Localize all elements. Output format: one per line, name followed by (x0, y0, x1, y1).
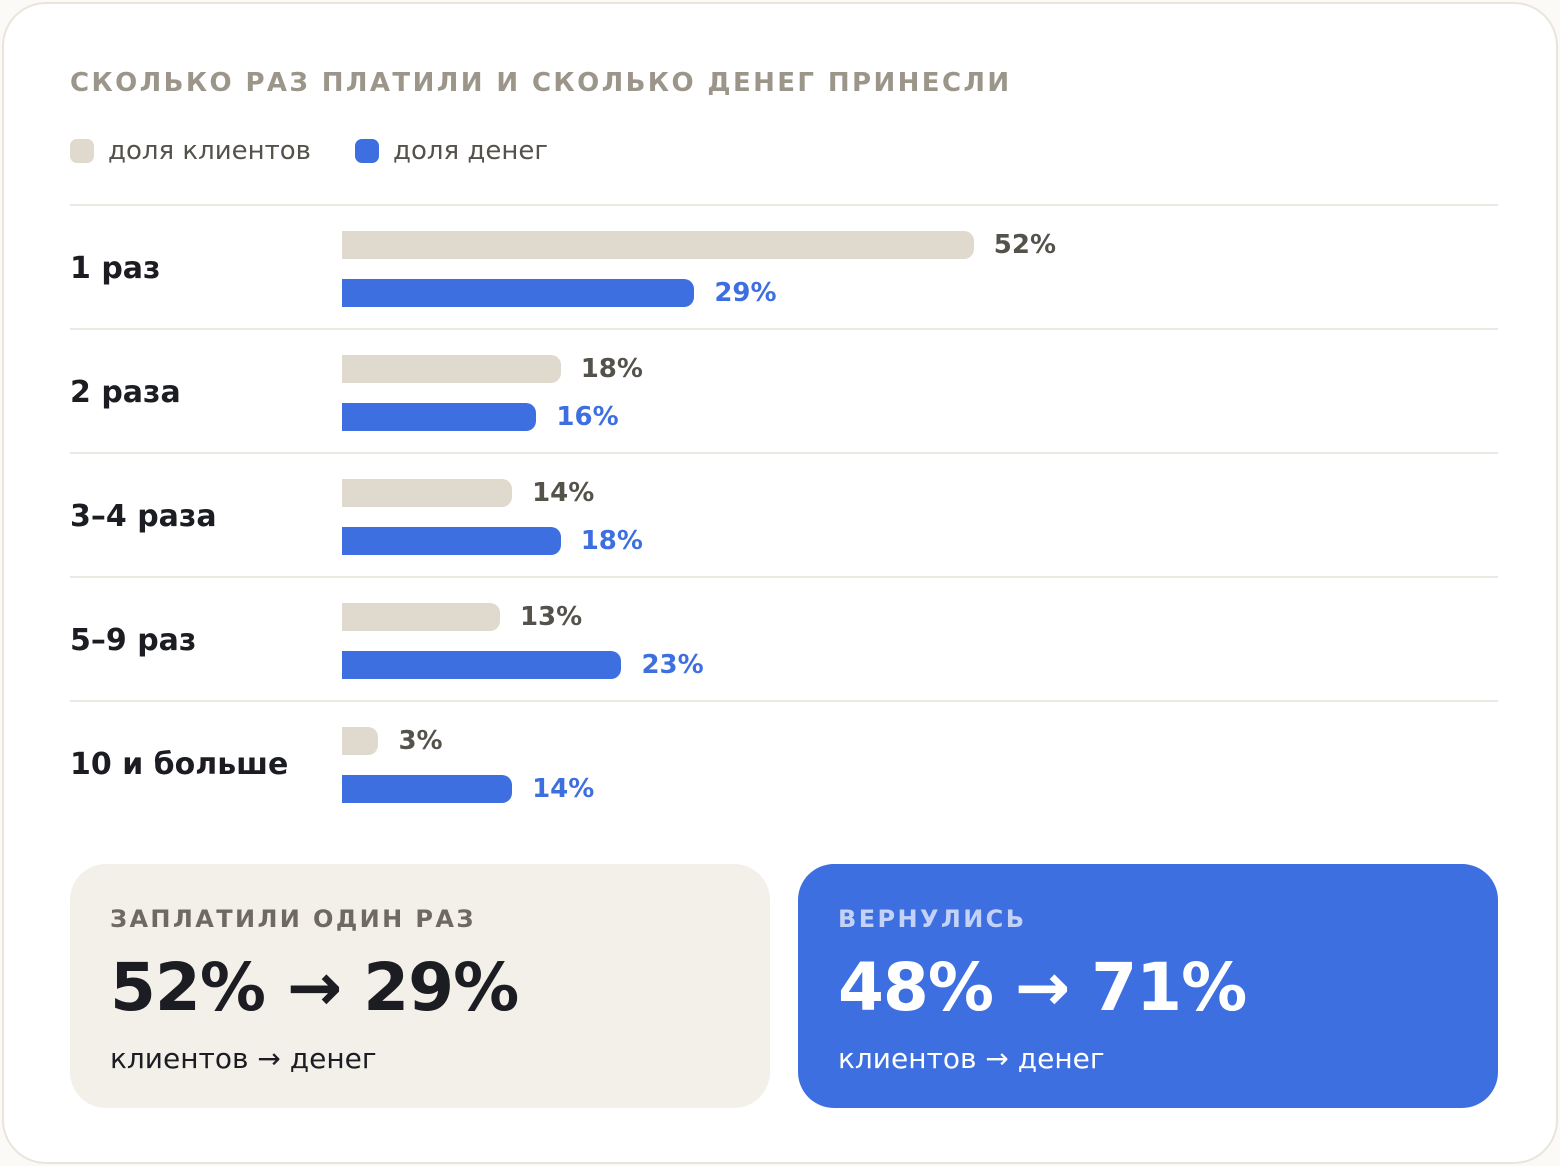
bar-row: 1 раз 52% 29% (70, 204, 1498, 328)
data-label-money: 18% (580, 526, 643, 556)
data-label-clients: 14% (532, 478, 595, 508)
category-label: 2 раза (70, 374, 181, 410)
bar-clients (342, 355, 561, 383)
bar-money (342, 775, 513, 803)
bar-money (342, 403, 537, 431)
summary-returned: ВЕРНУЛИСЬ 48% → 71% клиентов → денег (798, 864, 1498, 1108)
category-label: 10 и больше (70, 746, 289, 782)
legend: доля клиентов доля денег (70, 134, 592, 168)
legend-label-clients: доля клиентов (108, 136, 311, 166)
category-label: 5–9 раз (70, 622, 197, 658)
bar-money (342, 651, 622, 679)
legend-label-money: доля денег (393, 136, 549, 166)
summary-returned-sub: клиентов → денег (838, 1042, 1105, 1075)
data-label-clients: 52% (993, 230, 1057, 260)
summary-paid-once-sub: клиентов → денег (110, 1042, 377, 1075)
data-label-money: 23% (641, 650, 704, 680)
bar-row: 3–4 раза 14% 18% (70, 452, 1498, 576)
summary-paid-once-label: ЗАПЛАТИЛИ ОДИН РАЗ (110, 905, 476, 933)
data-label-clients: 18% (580, 354, 643, 384)
chart-title: СКОЛЬКО РАЗ ПЛАТИЛИ И СКОЛЬКО ДЕНЕГ ПРИН… (70, 68, 1012, 98)
bar-rows: 1 раз 52% 29% 2 раза 18% 16% 3–4 раза 14% 18% 5–9… (70, 204, 1498, 824)
legend-swatch-clients (70, 139, 94, 163)
data-label-money: 16% (556, 402, 619, 432)
bar-row: 2 раза 18% 16% (70, 328, 1498, 452)
data-label-clients: 13% (519, 602, 583, 632)
legend-item-clients: доля клиентов (70, 136, 311, 166)
bar-clients (342, 479, 513, 507)
bar-clients (342, 603, 500, 631)
data-label-clients: 3% (398, 726, 443, 756)
bar-money (342, 527, 561, 555)
data-label-money: 29% (714, 278, 777, 308)
summary-paid-once-value: 52% → 29% (110, 949, 519, 1026)
bar-row: 10 и больше 3% 14% (70, 700, 1498, 824)
legend-swatch-money (355, 139, 379, 163)
bar-row: 5–9 раз 13% 23% (70, 576, 1498, 700)
category-label: 3–4 раза (70, 498, 217, 534)
legend-item-money: доля денег (355, 136, 548, 166)
summary-returned-value: 48% → 71% (838, 949, 1247, 1026)
data-label-money: 14% (532, 774, 595, 804)
summary-paid-once: ЗАПЛАТИЛИ ОДИН РАЗ 52% → 29% клиентов → … (70, 864, 770, 1108)
bar-money (342, 279, 695, 307)
bar-clients (342, 231, 974, 259)
category-label: 1 раз (70, 250, 161, 286)
bar-clients (342, 727, 379, 755)
summary-returned-label: ВЕРНУЛИСЬ (838, 905, 1027, 933)
